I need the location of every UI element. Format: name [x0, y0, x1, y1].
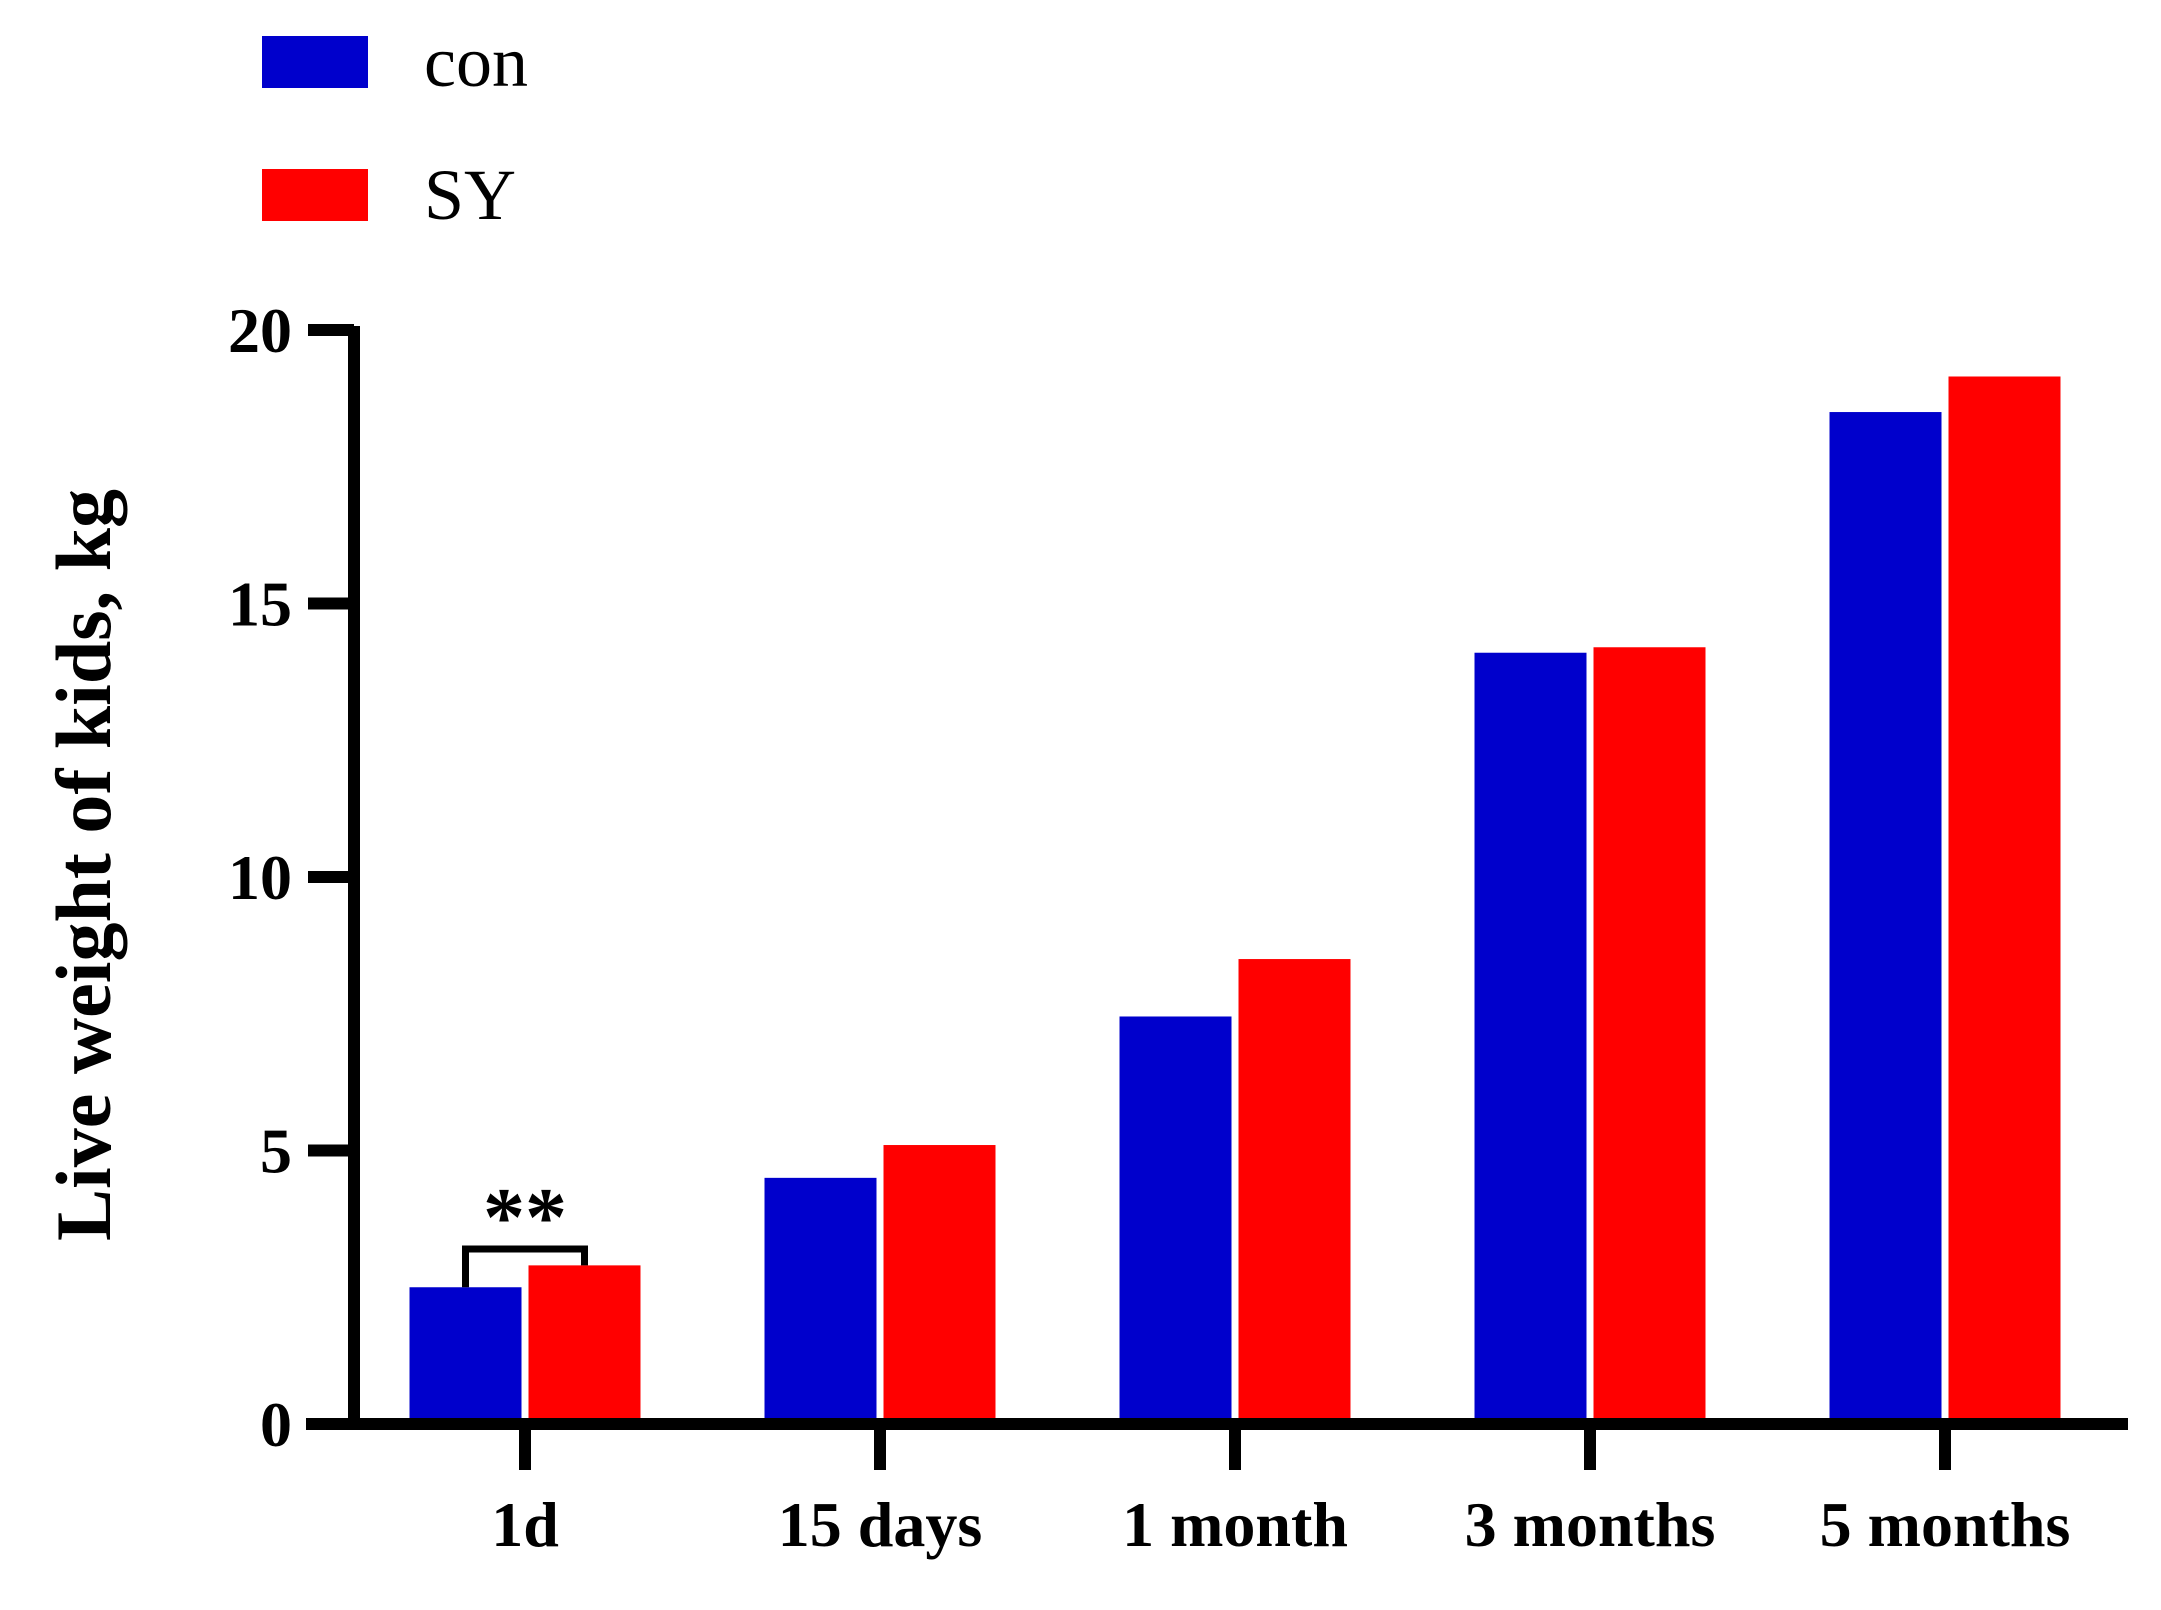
x-tick-label: 15 days — [778, 1489, 983, 1560]
legend-label-sy: SY — [424, 155, 516, 235]
bar-con-5-months — [1829, 412, 1942, 1424]
y-tick-label: 0 — [260, 1389, 292, 1460]
x-tick-label: 1d — [491, 1489, 559, 1560]
x-tick-label: 1 month — [1122, 1489, 1348, 1560]
legend-swatch-con — [262, 36, 368, 88]
bar-sy-1d — [528, 1265, 641, 1424]
y-tick-label: 5 — [260, 1116, 292, 1187]
bars — [409, 376, 2061, 1424]
bar-con-3-months — [1474, 652, 1587, 1424]
legend-swatch-sy — [262, 169, 368, 221]
legend-label-con: con — [424, 22, 528, 102]
bar-con-1-month — [1119, 1016, 1232, 1424]
bar-sy-3-months — [1593, 647, 1706, 1424]
y-tick-label: 10 — [228, 842, 292, 913]
y-tick-label: 20 — [228, 295, 292, 366]
y-ticks: 0 5 10 15 20 — [228, 295, 354, 1460]
y-axis-title-group: Live weight of kids, kg — [40, 489, 127, 1241]
significance-bracket — [462, 1245, 588, 1288]
y-tick-label: 15 — [228, 569, 292, 640]
significance-marker: ** — [483, 1171, 567, 1264]
annotations: ** — [462, 1171, 588, 1288]
y-axis-title: Live weight of kids, kg — [40, 489, 127, 1241]
bar-sy-1-month — [1238, 959, 1351, 1424]
x-ticks: 1d 15 days 1 month 3 months 5 months — [491, 1424, 2070, 1560]
legend: con SY — [262, 22, 528, 235]
bar-con-1d — [409, 1287, 522, 1424]
bar-sy-15-days — [883, 1145, 996, 1424]
bar-con-15-days — [764, 1177, 877, 1424]
x-tick-label: 5 months — [1820, 1489, 2071, 1560]
x-tick-label: 3 months — [1465, 1489, 1716, 1560]
bar-sy-5-months — [1948, 376, 2061, 1424]
